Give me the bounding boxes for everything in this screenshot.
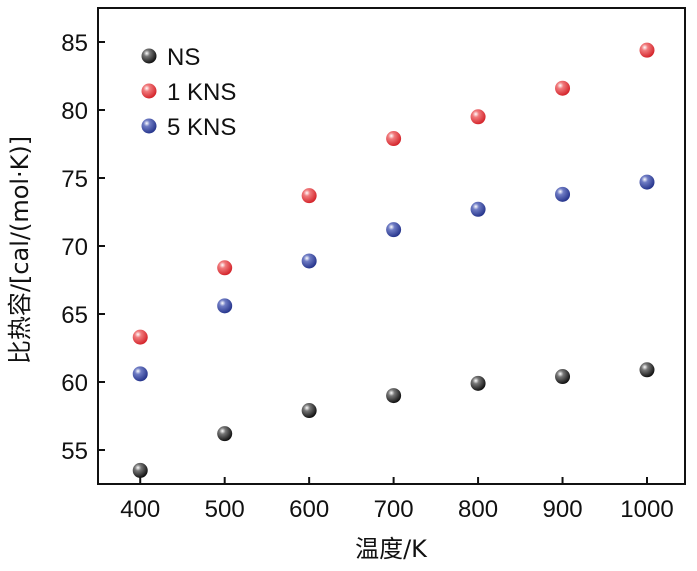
legend-label-5-kns: 5 KNS	[167, 114, 236, 141]
y-axis-title: 比热容/[cal/(mol·K)]	[6, 136, 34, 364]
point-ns	[470, 375, 486, 391]
x-tick-label: 1000	[620, 496, 673, 523]
x-tick-label: 800	[458, 496, 498, 523]
point-1-kns	[639, 42, 655, 58]
y-tick-label: 75	[61, 166, 88, 193]
y-tick-label: 80	[61, 98, 88, 125]
point-5-kns	[470, 201, 486, 217]
point-1-kns	[555, 80, 571, 96]
legend: NS 1 KNS 5 KNS	[141, 44, 236, 141]
point-5-kns	[132, 366, 148, 382]
point-1-kns	[386, 131, 402, 147]
y-tick-label: 55	[61, 438, 88, 465]
point-ns	[301, 403, 317, 419]
point-5-kns	[301, 253, 317, 269]
legend-label-1-kns: 1 KNS	[167, 79, 236, 106]
x-tick-label: 600	[289, 496, 329, 523]
point-1-kns	[470, 109, 486, 125]
y-tick-label: 85	[61, 30, 88, 57]
point-1-kns	[301, 188, 317, 204]
x-axis-ticks: 400 500 600 700 800 900 1000	[120, 477, 674, 523]
point-ns	[217, 426, 233, 442]
point-5-kns	[386, 222, 402, 238]
point-1-kns	[217, 260, 233, 276]
point-ns	[639, 362, 655, 378]
legend-marker-1-kns	[141, 83, 157, 99]
point-5-kns	[639, 174, 655, 190]
point-ns	[132, 462, 148, 478]
x-tick-label: 700	[374, 496, 414, 523]
y-axis-ticks: 55 60 65 70 75 80 85	[61, 30, 105, 465]
point-5-kns	[555, 186, 571, 202]
x-tick-label: 500	[205, 496, 245, 523]
data-points	[132, 42, 655, 478]
point-5-kns	[217, 298, 233, 314]
x-axis-title: 温度/K	[355, 535, 428, 563]
legend-marker-5-kns	[141, 118, 157, 134]
legend-label-ns: NS	[167, 44, 200, 71]
x-tick-label: 900	[543, 496, 583, 523]
legend-marker-ns	[141, 48, 157, 64]
x-tick-label: 400	[120, 496, 160, 523]
point-ns	[555, 369, 571, 385]
point-ns	[386, 388, 402, 404]
point-1-kns	[132, 329, 148, 345]
y-tick-label: 65	[61, 302, 88, 329]
y-tick-label: 70	[61, 234, 88, 261]
y-tick-label: 60	[61, 370, 88, 397]
